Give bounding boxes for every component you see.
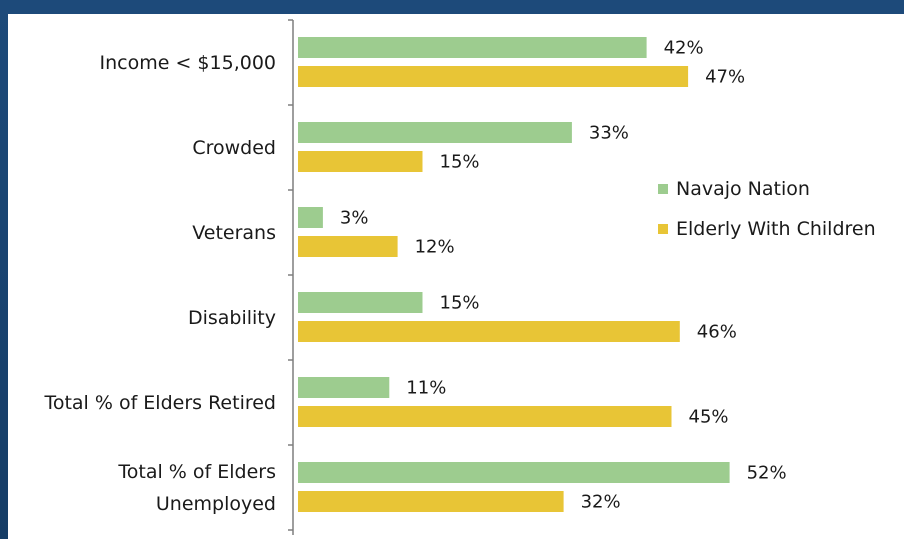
bar-navajo-nation bbox=[298, 122, 572, 143]
category-label: Veterans bbox=[192, 222, 276, 244]
data-label: 15% bbox=[440, 152, 480, 173]
bar-navajo-nation bbox=[298, 37, 647, 58]
data-label: 32% bbox=[581, 492, 621, 513]
data-label: 33% bbox=[589, 123, 629, 144]
category-label: Crowded bbox=[192, 137, 276, 159]
data-label: 15% bbox=[440, 293, 480, 314]
bar-elderly-with-children bbox=[298, 491, 564, 512]
bar-elderly-with-children bbox=[298, 321, 680, 342]
bar-navajo-nation bbox=[298, 207, 323, 228]
chart-panel bbox=[8, 14, 904, 539]
data-label: 11% bbox=[406, 378, 446, 399]
legend-label: Navajo Nation bbox=[676, 178, 810, 200]
data-label: 47% bbox=[705, 67, 745, 88]
bar-elderly-with-children bbox=[298, 406, 672, 427]
data-label: 3% bbox=[340, 208, 369, 229]
bar-elderly-with-children bbox=[298, 151, 423, 172]
data-label: 45% bbox=[689, 407, 729, 428]
bar-navajo-nation bbox=[298, 462, 730, 483]
legend-swatch bbox=[658, 184, 668, 194]
category-label: Disability bbox=[188, 307, 276, 329]
data-label: 46% bbox=[697, 322, 737, 343]
legend-swatch bbox=[658, 224, 668, 234]
category-label: Income < $15,000 bbox=[100, 52, 276, 74]
data-label: 52% bbox=[747, 463, 787, 484]
data-label: 42% bbox=[664, 38, 704, 59]
bar-navajo-nation bbox=[298, 377, 390, 398]
bar-elderly-with-children bbox=[298, 236, 398, 257]
category-label: Total % of Elders Retired bbox=[43, 392, 276, 414]
bar-elderly-with-children bbox=[298, 66, 689, 87]
category-label: Total % of Elders bbox=[117, 461, 276, 483]
legend-label: Elderly With Children bbox=[676, 218, 876, 240]
bar-navajo-nation bbox=[298, 292, 423, 313]
category-label: Unemployed bbox=[156, 493, 276, 515]
data-label: 12% bbox=[415, 237, 455, 258]
